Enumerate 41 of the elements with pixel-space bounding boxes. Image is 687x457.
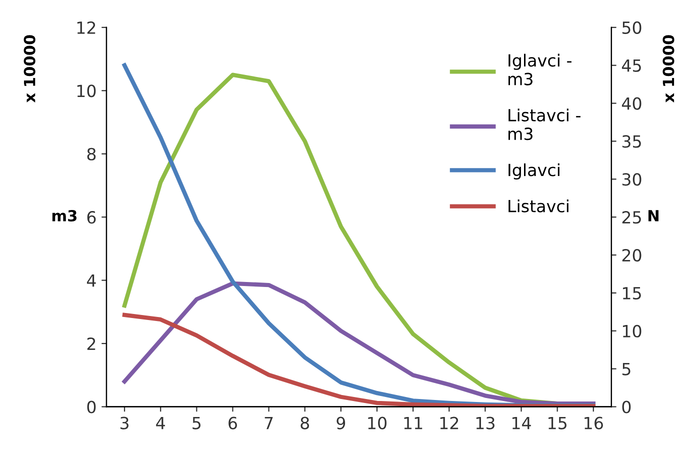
x-tick-label: 14	[512, 416, 531, 430]
text: x 10000	[24, 35, 36, 102]
y-tick-label: 12	[77, 21, 96, 34]
x-tick-label: 7	[264, 416, 273, 430]
x-tick-label: 16	[584, 416, 603, 430]
text: x 10000	[662, 35, 674, 102]
y2-tick-label: 40	[622, 97, 642, 110]
x-tick-label: 9	[336, 416, 346, 430]
legend-label: Listavci	[508, 200, 568, 212]
y2-tick-label: 35	[622, 135, 641, 148]
legend-label: Iglavci - m3	[508, 54, 572, 86]
x-tick-label: 11	[404, 416, 422, 430]
x-tick-label: 5	[192, 416, 200, 430]
y2-tick-label: 15	[622, 287, 641, 300]
legend-label: Listavci - m3	[508, 108, 580, 140]
y2-tick-label: 50	[622, 21, 642, 34]
y2-tick-label: 30	[622, 173, 642, 186]
x-tick-label: 10	[368, 416, 386, 430]
x-tick-label: 8	[300, 416, 310, 430]
y-tick-label: 2	[87, 337, 96, 350]
y2-tick-label: 10	[622, 324, 642, 338]
line-series	[122, 312, 596, 407]
y-tick-label: 8	[87, 148, 96, 160]
y2-axis-title: N	[648, 210, 658, 222]
y-axis-title: m3	[52, 210, 77, 222]
x-tick-label: 6	[228, 416, 237, 430]
y-tick-label: 0	[87, 400, 96, 414]
legend-label: Iglavci	[508, 163, 560, 180]
x-tick-label: 3	[120, 416, 128, 430]
y2-tick-label: 0	[622, 400, 631, 414]
y-tick-label: 6	[87, 211, 96, 224]
y-tick-label: 10	[77, 84, 96, 98]
x-tick-label: 13	[476, 416, 494, 430]
y-tick-label: 4	[86, 274, 96, 287]
y2-tick-label: 25	[622, 211, 641, 224]
x-tick-label: 4	[156, 416, 165, 430]
x-tick-label: 12	[440, 416, 458, 430]
y2-tick-label: 20	[622, 248, 642, 262]
x-tick-label: 15	[548, 416, 566, 430]
y2-tick-label: 45	[622, 60, 641, 72]
y2-tick-label: 5	[622, 362, 630, 376]
